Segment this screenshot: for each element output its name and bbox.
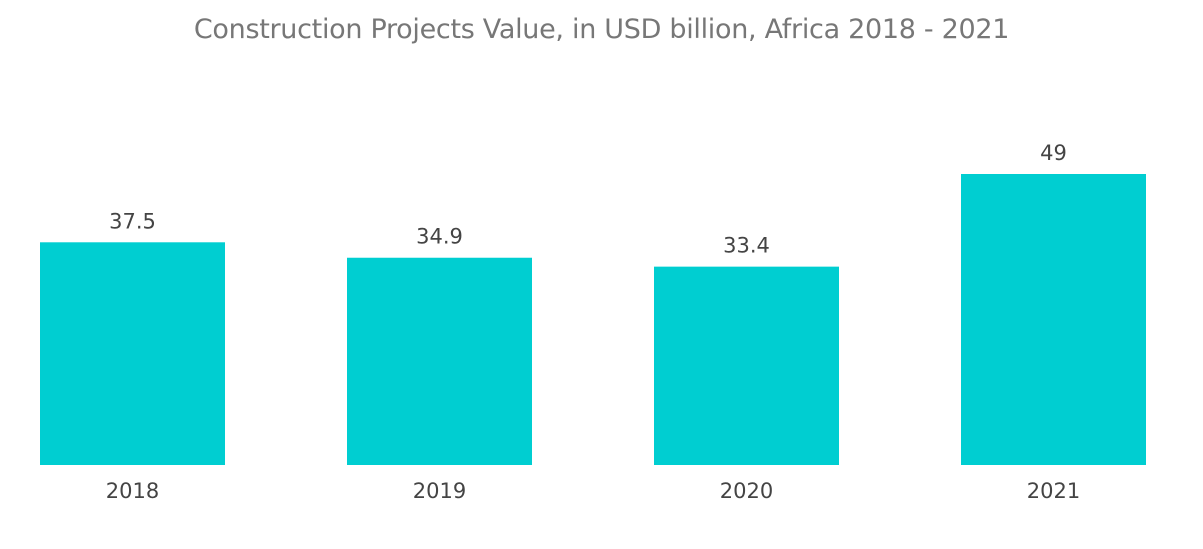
x-tick-label-2018: 2018	[106, 479, 159, 503]
bar-2020	[654, 266, 839, 465]
x-tick-label-2021: 2021	[1027, 479, 1080, 503]
bar-2018	[40, 242, 225, 465]
chart-title: Construction Projects Value, in USD bill…	[193, 14, 1010, 45]
value-label-2018: 37.5	[109, 209, 156, 233]
bar-2019	[347, 257, 532, 465]
x-tick-label-2019: 2019	[413, 479, 466, 503]
x-tick-label-2020: 2020	[720, 479, 773, 503]
value-label-2021: 49	[1040, 141, 1067, 165]
bar-2021	[961, 174, 1146, 465]
value-label-2020: 33.4	[723, 234, 770, 258]
value-label-2019: 34.9	[416, 225, 463, 249]
